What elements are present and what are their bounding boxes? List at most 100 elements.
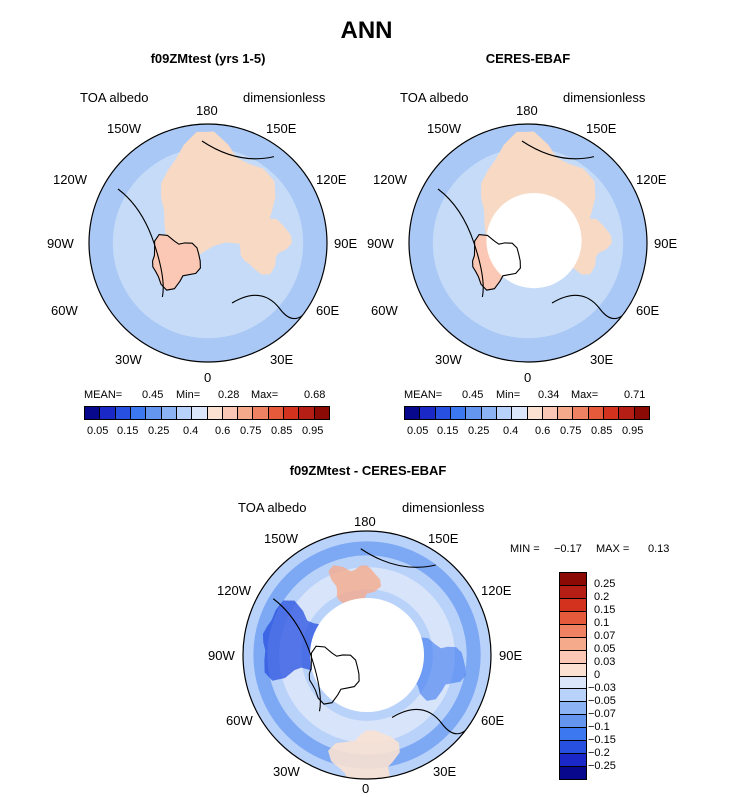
panel2-lon-60w: 60W	[371, 303, 398, 318]
colorbar-swatch	[192, 407, 208, 419]
panel1-units-label: dimensionless	[243, 90, 326, 105]
map-coastline	[201, 140, 275, 160]
panel3-colorbar-tick: −0.25	[588, 760, 616, 772]
colorbar-swatch	[176, 407, 193, 419]
panel3-colorbar-tick: −0.1	[588, 721, 610, 733]
panel2-lon-30e: 30E	[590, 352, 614, 367]
colorbar-swatch	[560, 663, 586, 677]
panel1-lon-150w: 150W	[107, 121, 141, 136]
colorbar-swatch	[466, 407, 482, 419]
colorbar-swatch	[560, 754, 586, 768]
panel3-colorbar-tick: −0.15	[588, 734, 616, 746]
panel1-colorbar-tick: 0.6	[215, 425, 231, 437]
panel1-min-label: Min=	[176, 389, 201, 401]
colorbar-swatch	[588, 407, 605, 419]
map-region	[328, 565, 381, 615]
panel2-colorbar-tick: 0.6	[535, 425, 551, 437]
panel2-lon-60e: 60E	[636, 303, 660, 318]
panel1-colorbar-tick: 0.05	[87, 425, 109, 437]
panel3-min-value: −0.17	[554, 543, 582, 555]
panel1-colorbar-tick: 0.75	[240, 425, 262, 437]
colorbar-swatch	[450, 407, 467, 419]
panel3-max-value: 0.13	[648, 543, 670, 555]
colorbar-swatch	[161, 407, 177, 419]
colorbar-swatch	[560, 676, 586, 690]
colorbar-swatch	[560, 741, 586, 755]
colorbar-swatch	[542, 407, 559, 419]
colorbar-swatch	[420, 407, 436, 419]
panel2-min-label: Min=	[496, 389, 521, 401]
panel3-lon-120e: 120E	[481, 583, 512, 598]
panel3-colorbar-tick: 0	[594, 669, 601, 681]
colorbar-swatch	[512, 407, 528, 419]
colorbar-swatch	[560, 728, 586, 742]
colorbar-swatch	[573, 407, 589, 419]
panel3-lon-150e: 150E	[428, 531, 459, 546]
panel3-colorbar-tick: 0.2	[594, 591, 610, 603]
colorbar-swatch	[560, 598, 586, 612]
colorbar-swatch	[299, 407, 315, 419]
panel1-lon-180: 180	[196, 103, 218, 118]
panel1-lon-30e: 30E	[270, 352, 294, 367]
panel3-subtitle: f09ZMtest - CERES-EBAF	[289, 463, 447, 478]
colorbar-swatch	[560, 689, 586, 703]
panel2-lon-120w: 120W	[373, 172, 407, 187]
map-boundary	[88, 123, 328, 363]
colorbar-swatch	[604, 407, 620, 419]
colorbar-swatch	[222, 407, 239, 419]
panel1-lon-0: 0	[204, 370, 212, 385]
panel2-mean-label: MEAN=	[404, 389, 443, 401]
panel3-lon-0: 0	[362, 781, 370, 796]
panel3-lon-90w: 90W	[208, 648, 235, 663]
colorbar-swatch	[496, 407, 513, 419]
panel1-lon-90w: 90W	[47, 236, 74, 251]
colorbar-swatch	[284, 407, 300, 419]
colorbar-swatch	[527, 407, 543, 419]
panel2-lon-180: 180	[516, 103, 538, 118]
panel1-lon-120w: 120W	[53, 172, 87, 187]
map-region	[233, 218, 292, 275]
map-missing-data	[309, 597, 425, 713]
map-coastline	[117, 188, 164, 298]
panel3-colorbar-tick: 0.15	[594, 604, 616, 616]
panel3-colorbar	[559, 572, 587, 780]
panel3-max-label: MAX =	[596, 543, 630, 555]
panel1-min-value: 0.28	[218, 389, 240, 401]
panel1-colorbar	[84, 406, 330, 420]
panel2-lon-120e: 120E	[636, 172, 667, 187]
panel1-colorbar-tick: 0.4	[183, 425, 199, 437]
map-missing-data	[486, 193, 582, 289]
panel3-lon-60w: 60W	[226, 713, 253, 728]
panel1-lon-150e: 150E	[266, 121, 297, 136]
panel1-lon-60w: 60W	[51, 303, 78, 318]
panel1-colorbar-tick: 0.85	[271, 425, 293, 437]
panel3-colorbar-tick: 0.07	[594, 630, 616, 642]
panel3-colorbar-tick: −0.07	[588, 708, 616, 720]
colorbar-swatch	[560, 715, 586, 729]
panel3-lon-60e: 60E	[481, 713, 505, 728]
colorbar-swatch	[405, 407, 421, 419]
panel1-polar-map	[88, 123, 328, 363]
panel1-lon-90e: 90E	[334, 236, 358, 251]
colorbar-swatch	[560, 573, 586, 586]
panel2-lon-150e: 150E	[586, 121, 617, 136]
panel2-polar-map	[408, 123, 648, 363]
panel3-min-label: MIN =	[510, 543, 540, 555]
panel2-colorbar-tick: 0.15	[437, 425, 459, 437]
map-coastline	[272, 598, 321, 712]
colorbar-swatch	[560, 702, 586, 716]
figure-title: ANN	[340, 17, 393, 44]
colorbar-swatch	[130, 407, 147, 419]
panel3-colorbar-tick: −0.03	[588, 682, 616, 694]
panel1-max-label: Max=	[251, 389, 279, 401]
panel2-mean-value: 0.45	[462, 389, 484, 401]
colorbar-swatch	[207, 407, 223, 419]
panel1-colorbar-tick: 0.25	[148, 425, 170, 437]
panel2-lon-90w: 90W	[367, 236, 394, 251]
map-coastline	[360, 548, 436, 568]
panel3-colorbar-tick: 0.05	[594, 643, 616, 655]
colorbar-swatch	[560, 650, 586, 664]
colorbar-swatch	[115, 407, 131, 419]
panel1-mean-label: MEAN=	[84, 389, 123, 401]
panel2-colorbar-tick: 0.4	[503, 425, 519, 437]
